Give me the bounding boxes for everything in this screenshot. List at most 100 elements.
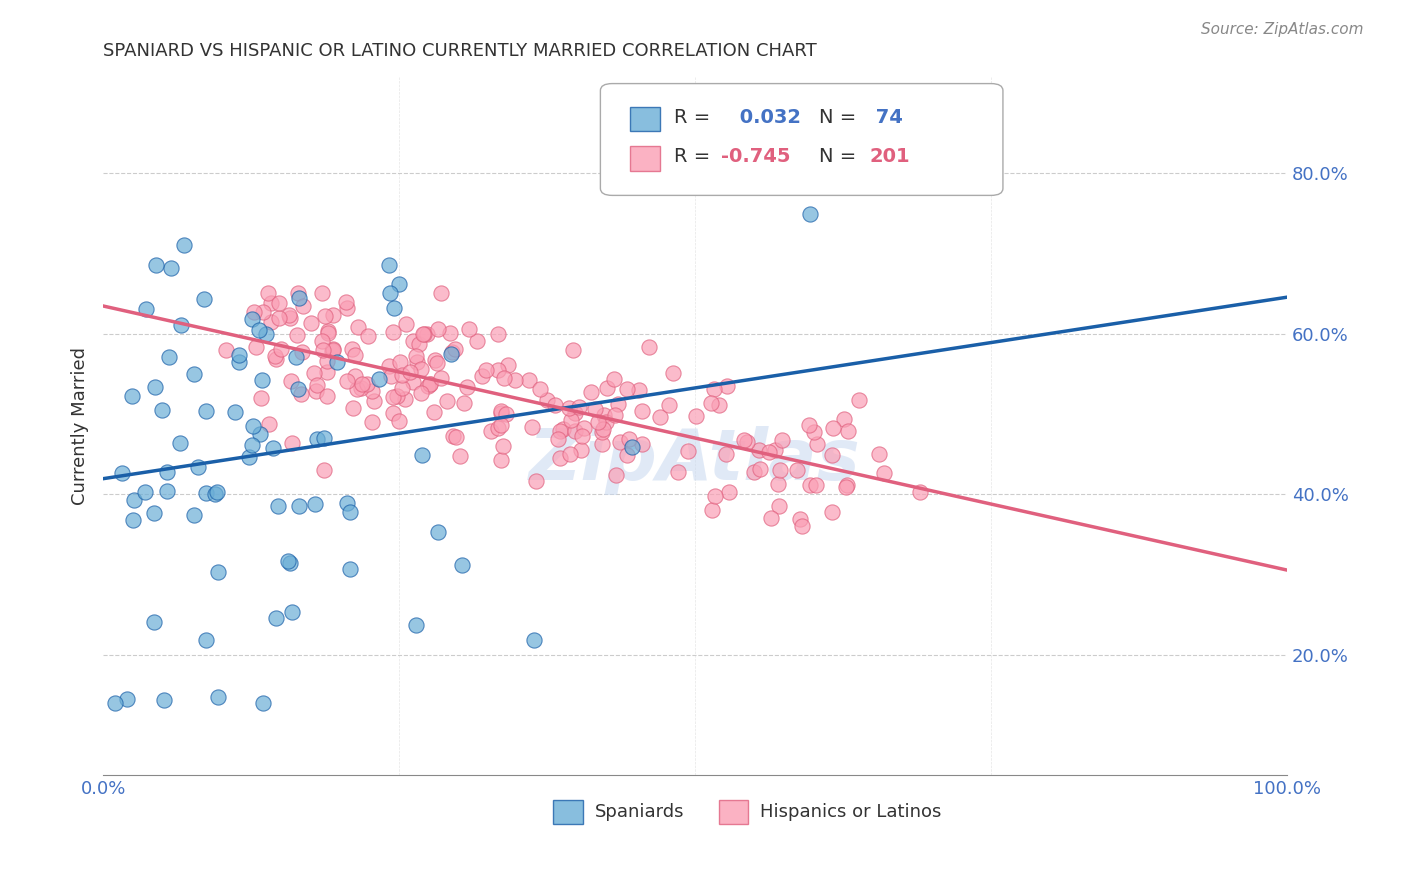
Point bbox=[377, 359, 399, 374]
Point bbox=[821, 505, 844, 519]
Point bbox=[280, 311, 302, 326]
Point bbox=[439, 326, 461, 340]
Point bbox=[418, 379, 440, 393]
Point bbox=[786, 463, 808, 477]
Point bbox=[312, 431, 335, 445]
Point bbox=[340, 343, 363, 357]
Point bbox=[281, 436, 304, 450]
Point bbox=[770, 434, 793, 448]
Text: 201: 201 bbox=[869, 147, 910, 167]
Point bbox=[529, 382, 551, 396]
Point bbox=[381, 390, 404, 404]
Point bbox=[489, 453, 512, 467]
Point bbox=[267, 296, 290, 310]
Point bbox=[391, 381, 413, 395]
Text: -0.745: -0.745 bbox=[721, 147, 790, 167]
Point bbox=[832, 411, 855, 425]
Point bbox=[402, 334, 425, 348]
Point bbox=[441, 429, 464, 443]
Point bbox=[419, 376, 441, 391]
Text: SPANIARD VS HISPANIC OR LATINO CURRENTLY MARRIED CORRELATION CHART: SPANIARD VS HISPANIC OR LATINO CURRENTLY… bbox=[103, 42, 817, 60]
Point bbox=[316, 353, 339, 368]
Point bbox=[717, 485, 740, 500]
Point bbox=[714, 447, 737, 461]
Point bbox=[252, 304, 274, 318]
Point bbox=[250, 392, 273, 406]
Point bbox=[143, 379, 166, 393]
Point bbox=[266, 499, 288, 513]
Point bbox=[631, 403, 654, 417]
Point bbox=[322, 342, 344, 356]
Point bbox=[733, 433, 755, 447]
Bar bbox=[630, 146, 659, 171]
Point bbox=[382, 326, 405, 340]
Point bbox=[247, 323, 270, 337]
Point bbox=[207, 690, 229, 705]
Text: N =: N = bbox=[820, 147, 863, 167]
Point bbox=[799, 207, 821, 221]
Point bbox=[194, 404, 217, 418]
Point bbox=[356, 376, 378, 391]
Point bbox=[475, 362, 498, 376]
Point bbox=[735, 434, 758, 449]
Point bbox=[335, 496, 357, 510]
Point bbox=[291, 344, 314, 359]
Point bbox=[388, 277, 411, 291]
Text: Hispanics or Latinos: Hispanics or Latinos bbox=[761, 804, 942, 822]
Point bbox=[835, 480, 858, 494]
Point bbox=[257, 286, 280, 301]
Text: R =: R = bbox=[673, 147, 716, 167]
Point bbox=[440, 347, 463, 361]
Point bbox=[821, 448, 844, 462]
Point bbox=[391, 368, 413, 383]
Point bbox=[254, 327, 277, 342]
Point bbox=[204, 487, 226, 501]
Point bbox=[322, 343, 344, 358]
Point bbox=[517, 373, 540, 387]
Point bbox=[536, 392, 558, 407]
Point bbox=[121, 389, 143, 403]
Point bbox=[260, 315, 283, 329]
Point bbox=[558, 447, 581, 461]
Point bbox=[278, 308, 301, 322]
Point bbox=[799, 417, 821, 432]
Point bbox=[339, 562, 361, 576]
Point bbox=[382, 405, 405, 419]
Point bbox=[326, 355, 349, 369]
Point bbox=[262, 441, 284, 455]
Point bbox=[357, 328, 380, 343]
Point bbox=[361, 415, 384, 429]
Point bbox=[304, 497, 326, 511]
Point bbox=[488, 363, 510, 377]
Point bbox=[193, 292, 215, 306]
Point bbox=[122, 513, 145, 527]
Point bbox=[287, 291, 309, 305]
Point bbox=[591, 437, 613, 451]
Point bbox=[344, 369, 367, 384]
Point bbox=[837, 477, 859, 491]
Point bbox=[430, 286, 453, 301]
Point bbox=[761, 511, 783, 525]
Point bbox=[486, 327, 509, 342]
Point bbox=[548, 451, 571, 466]
Text: Source: ZipAtlas.com: Source: ZipAtlas.com bbox=[1201, 22, 1364, 37]
Point bbox=[378, 258, 401, 272]
Point bbox=[557, 401, 579, 415]
Point bbox=[848, 392, 870, 407]
Point bbox=[367, 372, 389, 386]
Point bbox=[411, 362, 433, 376]
Point bbox=[287, 499, 309, 513]
Point bbox=[264, 351, 287, 366]
Point bbox=[583, 402, 606, 417]
Point bbox=[145, 258, 167, 272]
Point bbox=[872, 466, 894, 480]
Point bbox=[242, 419, 264, 434]
Point bbox=[444, 430, 467, 444]
Bar bbox=[553, 800, 582, 824]
Point bbox=[666, 465, 689, 479]
Text: 74: 74 bbox=[869, 108, 903, 127]
Point bbox=[548, 424, 571, 438]
Point bbox=[592, 408, 614, 422]
Text: R =: R = bbox=[673, 108, 716, 127]
Point bbox=[135, 302, 157, 317]
